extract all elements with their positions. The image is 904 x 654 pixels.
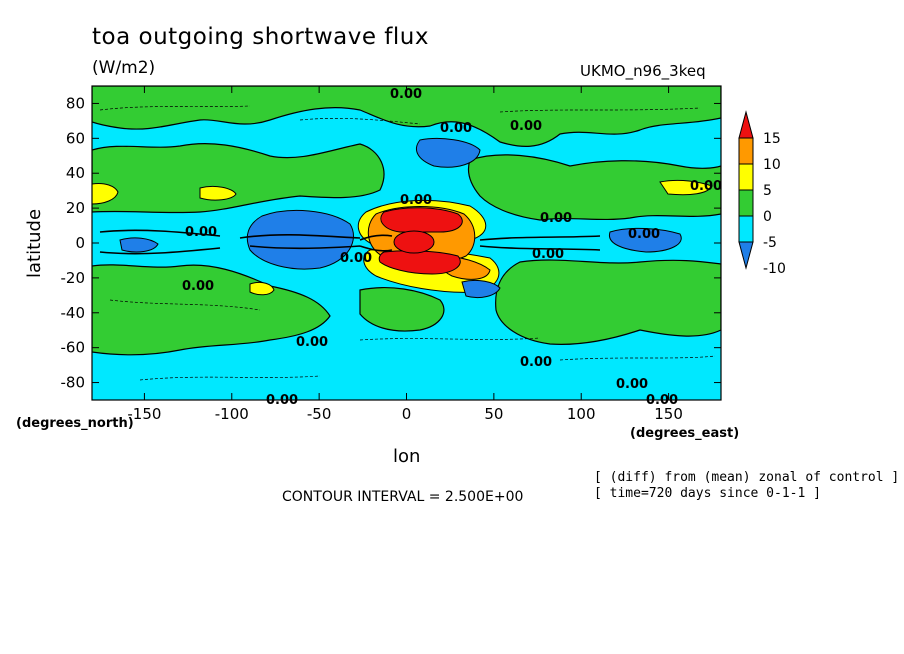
colorbar-label: -10 [763,261,786,277]
field-red-center [393,230,435,254]
field-northeast-green [467,154,721,221]
contour-label: 0.00 [296,335,328,350]
contour-labels: 0.00 0.00 0.00 0.00 0.00 0.00 0.00 0.00 … [182,87,722,408]
chart-units: (W/m2) [92,58,156,78]
field-north-green [92,86,721,148]
y-tick-label: -20 [61,269,86,287]
x-unit-label: (degrees_east) [630,426,740,441]
colorbar-band [738,215,754,243]
chart-title: toa outgoing shortwave flux [92,24,429,50]
colorbar-band [738,137,754,165]
x-tick-label: 50 [484,405,503,423]
contour-label: 0.00 [628,227,660,242]
contour-label: 0.00 [690,179,722,194]
y-tick-label: 0 [75,234,85,252]
field-yellow-north [199,185,237,201]
contour-label: 0.00 [510,119,542,134]
dashed-contours [99,105,716,381]
y-tick-label: 60 [66,129,85,147]
y-axis-label: latitude [24,208,45,278]
field-blue-west [246,209,354,270]
y-tick-label: -60 [61,339,86,357]
x-tick-label: -100 [215,405,249,423]
field-blue-east [608,227,682,253]
contour-label: 0.00 [540,211,572,226]
colorbar: 15 10 5 0 -5 -10 [738,110,786,277]
colorbar-band [738,163,754,191]
x-tick-label: -50 [307,405,332,423]
contour-label: 0.00 [266,393,298,408]
note-diff: [ (diff) from (mean) zonal of control ] [594,470,900,485]
y-tick-label: -80 [61,374,86,392]
contour-label: 0.00 [646,393,678,408]
y-tick-label: 80 [66,94,85,112]
colorbar-label: 0 [763,209,772,225]
field-blue-north [416,137,481,168]
colorbar-label: 5 [763,183,772,199]
x-tick-label: -150 [127,405,161,423]
y-tick-label: -40 [61,304,86,322]
field-yellow-southwest [249,281,275,296]
field-southeast-green [495,259,721,345]
contour-label: 0.00 [400,193,432,208]
field-yellow-northeast [659,179,713,196]
x-axis-label: lon [393,446,421,467]
contour-label: 0.00 [390,87,422,102]
contour-interval: CONTOUR INTERVAL = 2.500E+00 [282,489,524,505]
contour-label: 0.00 [616,377,648,392]
x-tick-label: 150 [654,405,683,423]
field-yellow-west [92,183,119,205]
field-blue-southeast [461,279,501,299]
colorbar-label: -5 [763,235,777,251]
colorbar-low-arrow [738,241,754,270]
colorbar-label: 10 [763,157,781,173]
colorbar-high-arrow [738,110,754,139]
field-southwest-green-2 [359,287,445,332]
x-axis-ticks: -150 -100 -50 0 50 100 150 [127,86,683,423]
x-tick-label: 100 [567,405,596,423]
contour-label: 0.00 [532,247,564,262]
contour-label: 0.00 [520,355,552,370]
contour-label: 0.00 [340,251,372,266]
model-name: UKMO_n96_3keq [580,62,706,80]
contour-label: 0.00 [440,121,472,136]
y-axis-ticks: -80 -60 -40 -20 0 20 40 60 80 [61,94,721,392]
contour-label: 0.00 [182,279,214,294]
note-time: [ time=720 days since 0-1-1 ] [594,486,821,501]
equatorial-contours [99,229,601,255]
y-tick-label: 20 [66,199,85,217]
x-tick-label: 0 [402,405,412,423]
field-midnorth-green [92,143,385,214]
y-tick-label: 40 [66,164,85,182]
field-red-north [380,207,463,233]
contour-label: 0.00 [185,225,217,240]
field-red-south [378,250,461,275]
field-blue-west-2 [119,237,159,253]
colorbar-label: 15 [763,131,781,147]
y-unit-label: (degrees_north) [16,416,134,431]
map-field [92,86,721,400]
colorbar-band [738,189,754,217]
